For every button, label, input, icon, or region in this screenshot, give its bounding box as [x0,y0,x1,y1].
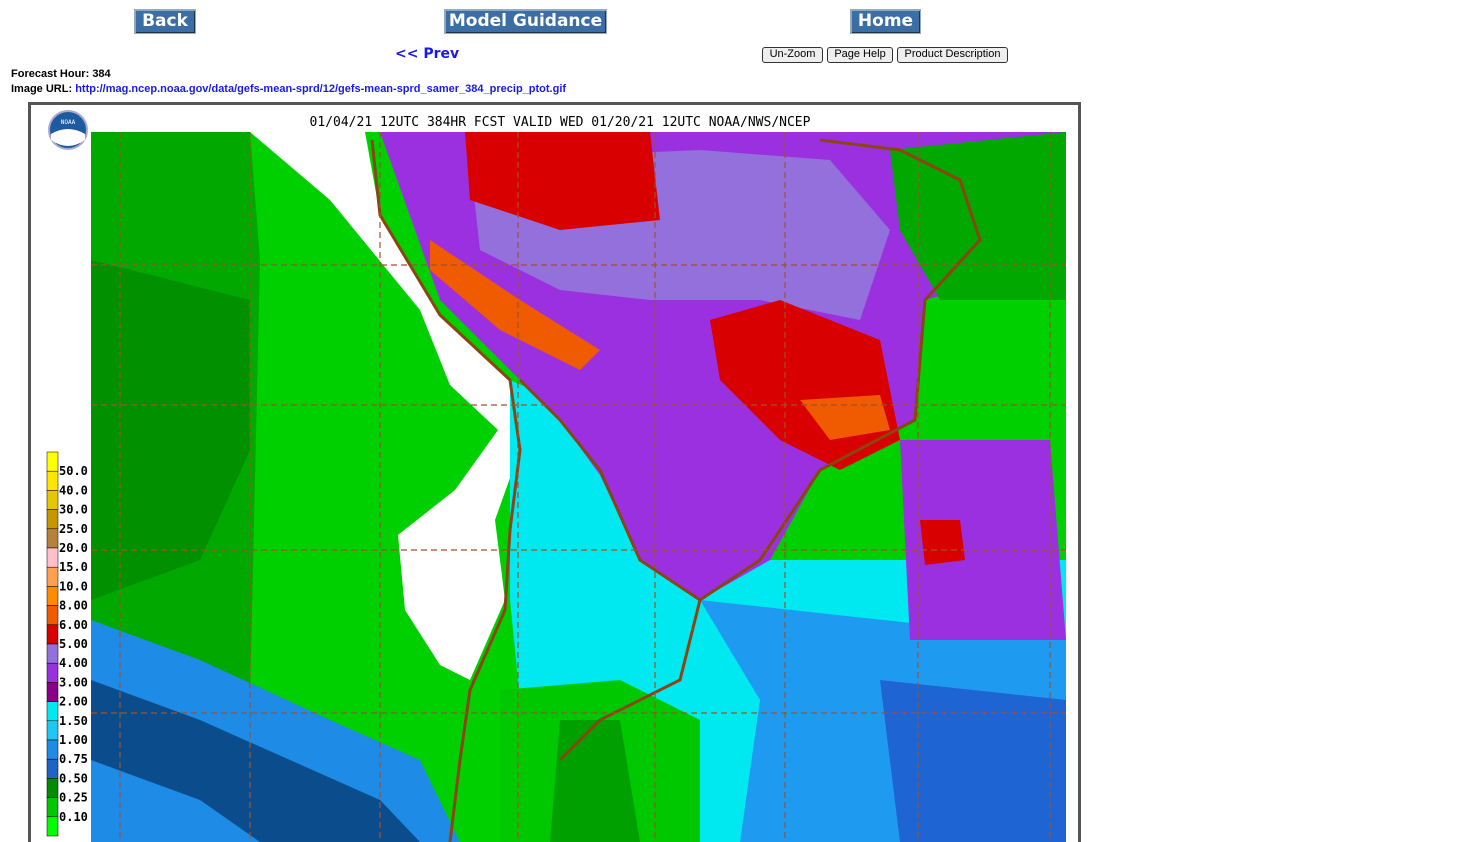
legend-swatch [46,547,59,568]
map-image: NOAA 01/04/21 12UTC 384HR FCST VALID WED… [28,102,1081,842]
legend-label: 0.25 [59,791,88,805]
legend-label: 30.0 [59,503,88,517]
value: 384 [92,68,111,80]
legend-label: 4.00 [59,656,88,670]
legend-swatch [46,643,59,664]
unzoom-button[interactable]: Un-Zoom [762,47,823,63]
legend-swatch [46,566,59,587]
legend-label: 1.50 [59,714,88,728]
legend-label: 6.00 [59,618,88,632]
legend-swatch [46,662,59,683]
legend-swatch [46,490,59,510]
legend-label: 3.00 [59,675,88,689]
legend-label: 20.0 [59,541,88,555]
legend-label: 1.00 [59,733,88,747]
page-help-button[interactable]: Page Help [827,47,893,63]
map-title: 01/04/21 12UTC 384HR FCST VALID WED 01/2… [310,115,811,130]
product-description-button[interactable]: Product Description [897,47,1008,63]
image-url: Image URL: http://mag.ncep.noaa.gov/data… [11,83,566,95]
legend-label: 10.0 [59,579,88,593]
legend-label: 5.00 [59,637,88,651]
model-guidance-button[interactable]: Model Guidance [444,9,607,34]
legend-label: 0.75 [59,752,88,766]
legend-label: 0.10 [59,810,88,824]
legend-swatch [46,509,59,530]
legend: 50.0 40.0 30.0 25.0 20.0 15.0 10.0 8.00 6.00 5.00… [46,451,88,837]
forecast-hour: Forecast Hour: 384 [11,68,111,80]
legend-swatch [46,470,59,491]
legend-swatch [46,816,59,837]
legend-swatch [46,739,59,760]
map-field: NOAA [40,110,1066,842]
legend-swatch [46,758,59,779]
legend-swatch [46,778,59,798]
legend-label: 50.0 [59,464,88,478]
prev-link[interactable]: << Prev [395,46,460,62]
legend-swatch [46,720,59,741]
legend-label: 15.0 [59,560,88,574]
legend-label: 40.0 [59,483,88,497]
label: Forecast Hour: [11,68,90,80]
legend-swatch [46,451,59,472]
legend-swatch [46,624,59,645]
legend-label: 0.50 [59,771,88,785]
legend-label: 8.00 [59,599,88,613]
legend-label: 25.0 [59,522,88,536]
legend-swatch [46,797,59,818]
legend-swatch [46,528,59,549]
url-link[interactable]: http://mag.ncep.noaa.gov/data/gefs-mean-… [75,83,567,95]
legend-swatch [46,682,59,702]
legend-swatch [46,586,59,606]
logo-text: NOAA [61,119,76,126]
legend-label: 2.00 [59,695,88,709]
home-button[interactable]: Home [850,9,921,34]
legend-swatch [46,701,59,722]
label: Image URL: [11,83,73,95]
legend-swatch [46,605,59,626]
back-button[interactable]: Back [134,9,196,34]
